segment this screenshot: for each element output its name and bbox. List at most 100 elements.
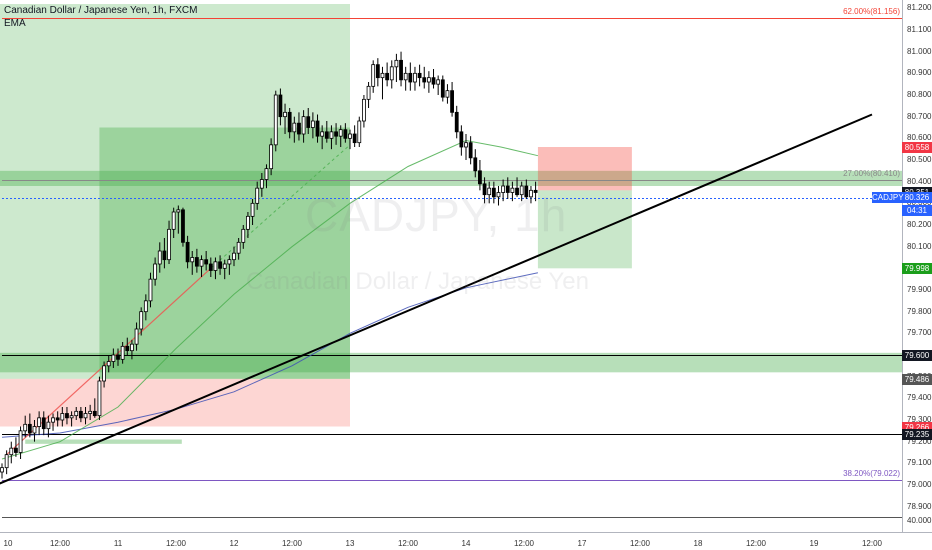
candle[interactable] (496, 192, 501, 198)
candle[interactable] (222, 263, 227, 269)
zone-long-profit-inner[interactable] (99, 127, 350, 379)
candle[interactable] (533, 189, 538, 193)
candle[interactable] (329, 131, 334, 139)
candle[interactable] (478, 170, 482, 185)
candle[interactable] (473, 157, 478, 172)
zone-support-band-upper[interactable] (0, 170, 902, 186)
candle[interactable] (139, 311, 144, 330)
candle[interactable] (185, 241, 190, 263)
candle[interactable] (468, 142, 473, 159)
candle[interactable] (436, 79, 441, 85)
candle[interactable] (199, 259, 204, 267)
candle[interactable] (74, 410, 79, 417)
candle[interactable] (440, 79, 445, 98)
candle[interactable] (37, 417, 42, 427)
price-tag[interactable]: 79.486 (902, 374, 932, 386)
main-trendline[interactable] (0, 113, 873, 486)
candle[interactable] (278, 94, 283, 118)
candle[interactable] (153, 263, 158, 280)
candle[interactable] (143, 300, 148, 313)
candle[interactable] (46, 421, 51, 430)
candle[interactable] (297, 122, 301, 135)
candle[interactable] (255, 187, 260, 204)
candle[interactable] (111, 354, 116, 362)
candle[interactable] (283, 111, 287, 118)
candle[interactable] (310, 120, 315, 128)
candle[interactable] (459, 131, 464, 148)
candle[interactable] (157, 250, 162, 265)
candle[interactable] (371, 64, 376, 87)
candle[interactable] (0, 467, 4, 473)
candle[interactable] (389, 66, 394, 81)
candle[interactable] (482, 183, 487, 196)
candle[interactable] (241, 228, 246, 243)
price-tag[interactable]: 79.235 (902, 428, 932, 440)
candle[interactable] (338, 129, 343, 137)
candle[interactable] (454, 111, 459, 133)
candle[interactable] (385, 72, 390, 81)
candle[interactable] (116, 354, 120, 360)
candle[interactable] (320, 131, 325, 137)
candle[interactable] (505, 185, 510, 193)
price-axis-panel[interactable] (902, 0, 932, 550)
candle[interactable] (324, 131, 329, 139)
candle[interactable] (60, 413, 65, 421)
candle[interactable] (27, 423, 32, 434)
candle[interactable] (510, 187, 515, 193)
candle[interactable] (190, 257, 195, 263)
candle[interactable] (529, 189, 533, 198)
candle[interactable] (92, 410, 97, 417)
candle[interactable] (380, 72, 385, 79)
candle[interactable] (357, 120, 362, 144)
candle[interactable] (246, 215, 250, 230)
zone-small-band[interactable] (25, 439, 182, 444)
symbol-tag[interactable]: CADJPY (872, 192, 904, 204)
candle[interactable] (148, 278, 153, 302)
price-tag[interactable]: 80.326 (902, 192, 932, 204)
candle[interactable] (41, 417, 46, 430)
candle[interactable] (487, 187, 492, 196)
price-tag[interactable]: 79.600 (902, 349, 932, 361)
candle[interactable] (519, 185, 524, 196)
candle[interactable] (208, 263, 213, 271)
candle[interactable] (422, 77, 427, 83)
candle[interactable] (204, 259, 209, 265)
candle[interactable] (120, 345, 125, 360)
zone-support-band-lower[interactable] (0, 352, 902, 373)
candle[interactable] (88, 410, 93, 414)
candle[interactable] (218, 261, 222, 269)
candle[interactable] (375, 64, 380, 79)
price-tag[interactable]: 79.998 (902, 263, 932, 275)
candle[interactable] (23, 423, 28, 432)
candle[interactable] (83, 413, 88, 419)
candle[interactable] (306, 116, 311, 128)
price-tag[interactable]: 04:31 (902, 205, 932, 217)
candle[interactable] (227, 259, 232, 265)
candle[interactable] (106, 361, 111, 367)
price-tag[interactable]: 80.558 (902, 141, 932, 153)
candle[interactable] (501, 185, 506, 193)
candle[interactable] (491, 187, 496, 198)
candle[interactable] (450, 90, 454, 113)
candle[interactable] (287, 111, 292, 133)
candle[interactable] (102, 365, 106, 382)
candle[interactable] (399, 59, 403, 81)
candle[interactable] (292, 122, 297, 133)
candle[interactable] (250, 202, 255, 217)
candle[interactable] (394, 59, 399, 68)
candle[interactable] (403, 72, 408, 81)
candle[interactable] (366, 85, 371, 100)
candle[interactable] (171, 211, 176, 230)
candle[interactable] (524, 185, 529, 198)
candle[interactable] (352, 133, 357, 144)
candle[interactable] (431, 77, 436, 85)
candle[interactable] (334, 131, 338, 137)
candle[interactable] (176, 209, 181, 213)
candle[interactable] (213, 261, 218, 271)
candle[interactable] (32, 426, 37, 434)
candle[interactable] (259, 179, 264, 189)
indicator-label[interactable]: EMA (4, 18, 26, 29)
candle[interactable] (301, 116, 306, 135)
candle[interactable] (343, 129, 348, 139)
candle[interactable] (194, 257, 199, 267)
